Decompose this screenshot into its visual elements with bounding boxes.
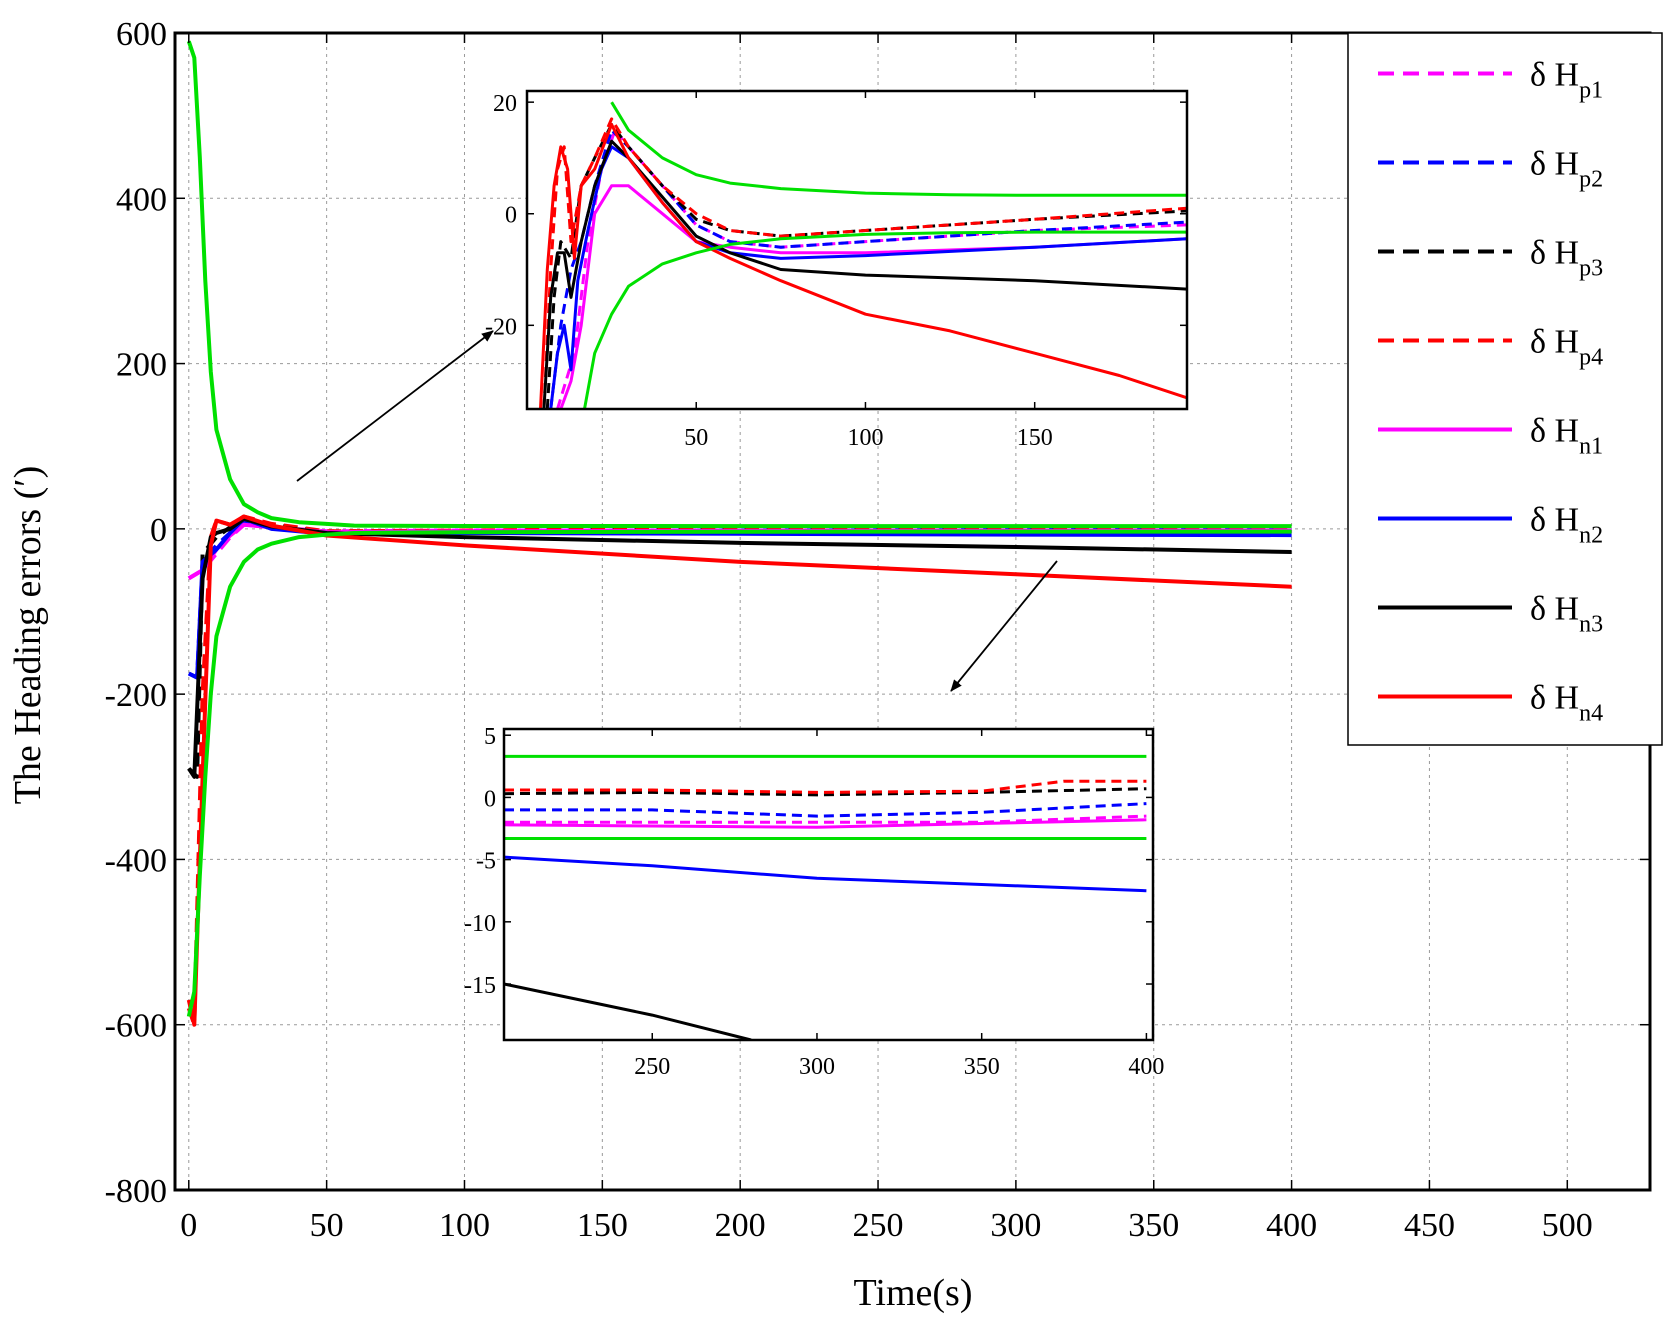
inset-top-y-tick-label: 0 [505,203,517,229]
legend-subscript-n4: n4 [1579,701,1603,727]
inset-top-background [527,91,1187,409]
main-series-lower-envelope [186,529,1292,1017]
main-series-upper-envelope [186,40,1292,529]
main-x-tick-label: 0 [180,1207,197,1244]
inset-top-series-hn1 [559,184,1187,409]
legend-subscript-p4: p4 [1579,345,1603,371]
inset-top-x-tick-label: 150 [1017,425,1053,451]
zoom-arrow-top [296,330,494,482]
inset-bottom-series-hn1 [504,818,1147,829]
inset-bottom-series-hp1 [504,814,1147,824]
main-x-tick-label: 350 [1128,1207,1179,1244]
legend-subscript-p3: p3 [1579,256,1603,282]
inset-top-series-group [539,101,1187,409]
main-series-hn3 [187,516,1292,779]
main-y-tick-label: -200 [105,677,167,714]
main-series-group [186,40,1292,1027]
main-x-tick-label: 150 [577,1207,628,1244]
inset-top-series-hp4 [542,117,1187,409]
legend-subscript-n2: n2 [1579,523,1603,549]
inset-top-series-hp2 [549,128,1187,409]
inset-bottom-series-group [504,754,1147,1040]
inset-top-series-hn3 [542,139,1187,409]
inset-top-series-lower-envelope [583,230,1187,409]
main-x-tick-label: 100 [439,1207,490,1244]
legend-box [1347,32,1663,746]
main-x-tick-label: 50 [310,1207,344,1244]
inset-top-series-hn4 [539,123,1187,409]
main-y-tick-label: -600 [105,1008,167,1045]
inset-bottom-x-tick-label: 400 [1128,1054,1164,1080]
inset-bottom-series-hp2 [504,802,1147,818]
inset-top-x-tick-label: 50 [684,425,708,451]
main-series-hn4 [186,514,1292,1027]
inset-bottom-series-hn3 [504,982,752,1040]
inset-bottom-y-tick-label: -15 [464,973,496,999]
y-axis-title: The Heading errors (′) [7,466,49,805]
inset-bottom-y-tick-label: -5 [476,849,496,875]
inset-bottom-series-hn2 [504,855,1147,893]
main-x-tick-label: 400 [1266,1207,1317,1244]
inset-top-series-upper-envelope [610,101,1187,197]
zoom-arrow-bottom [950,560,1058,692]
legend-subscript-n3: n3 [1579,612,1603,638]
x-axis-title: Time(s) [854,1272,973,1314]
main-y-tick-label: -800 [105,1173,167,1210]
legend-subscript-p2: p2 [1579,167,1603,193]
inset-bottom-background [504,729,1153,1040]
inset-bottom-y-tick-label: 5 [484,724,496,750]
inset-bottom-y-tick-label: -10 [464,911,496,937]
inset-bottom-series-hp3 [504,787,1147,797]
inset-bottom-x-tick-label: 250 [634,1054,670,1080]
inset-top-x-tick-label: 100 [847,425,883,451]
inset-top-y-tick-label: -20 [485,314,517,340]
main-x-tick-label: 300 [990,1207,1041,1244]
inset-bottom-x-tick-label: 300 [799,1054,835,1080]
inset-bottom-y-tick-label: 0 [484,786,496,812]
main-x-tick-label: 200 [715,1207,766,1244]
inset-top-y-tick-label: 20 [493,91,517,117]
inset-top-frame [525,89,1189,411]
main-y-tick-label: 400 [116,181,167,218]
main-x-tick-label: 500 [1542,1207,1593,1244]
inset-bottom-frame [502,727,1155,1042]
main-y-tick-label: 0 [150,512,167,549]
main-y-tick-label: 200 [116,347,167,384]
main-y-tick-label: 600 [116,16,167,53]
inset-bottom-x-tick-label: 350 [964,1054,1000,1080]
main-y-tick-label: -400 [105,842,167,879]
main-x-tick-label: 450 [1404,1207,1455,1244]
inset-top-series-hn2 [549,145,1187,409]
legend-subscript-n1: n1 [1579,434,1603,460]
main-x-tick-label: 250 [853,1207,904,1244]
legend-subscript-p1: p1 [1579,78,1603,104]
